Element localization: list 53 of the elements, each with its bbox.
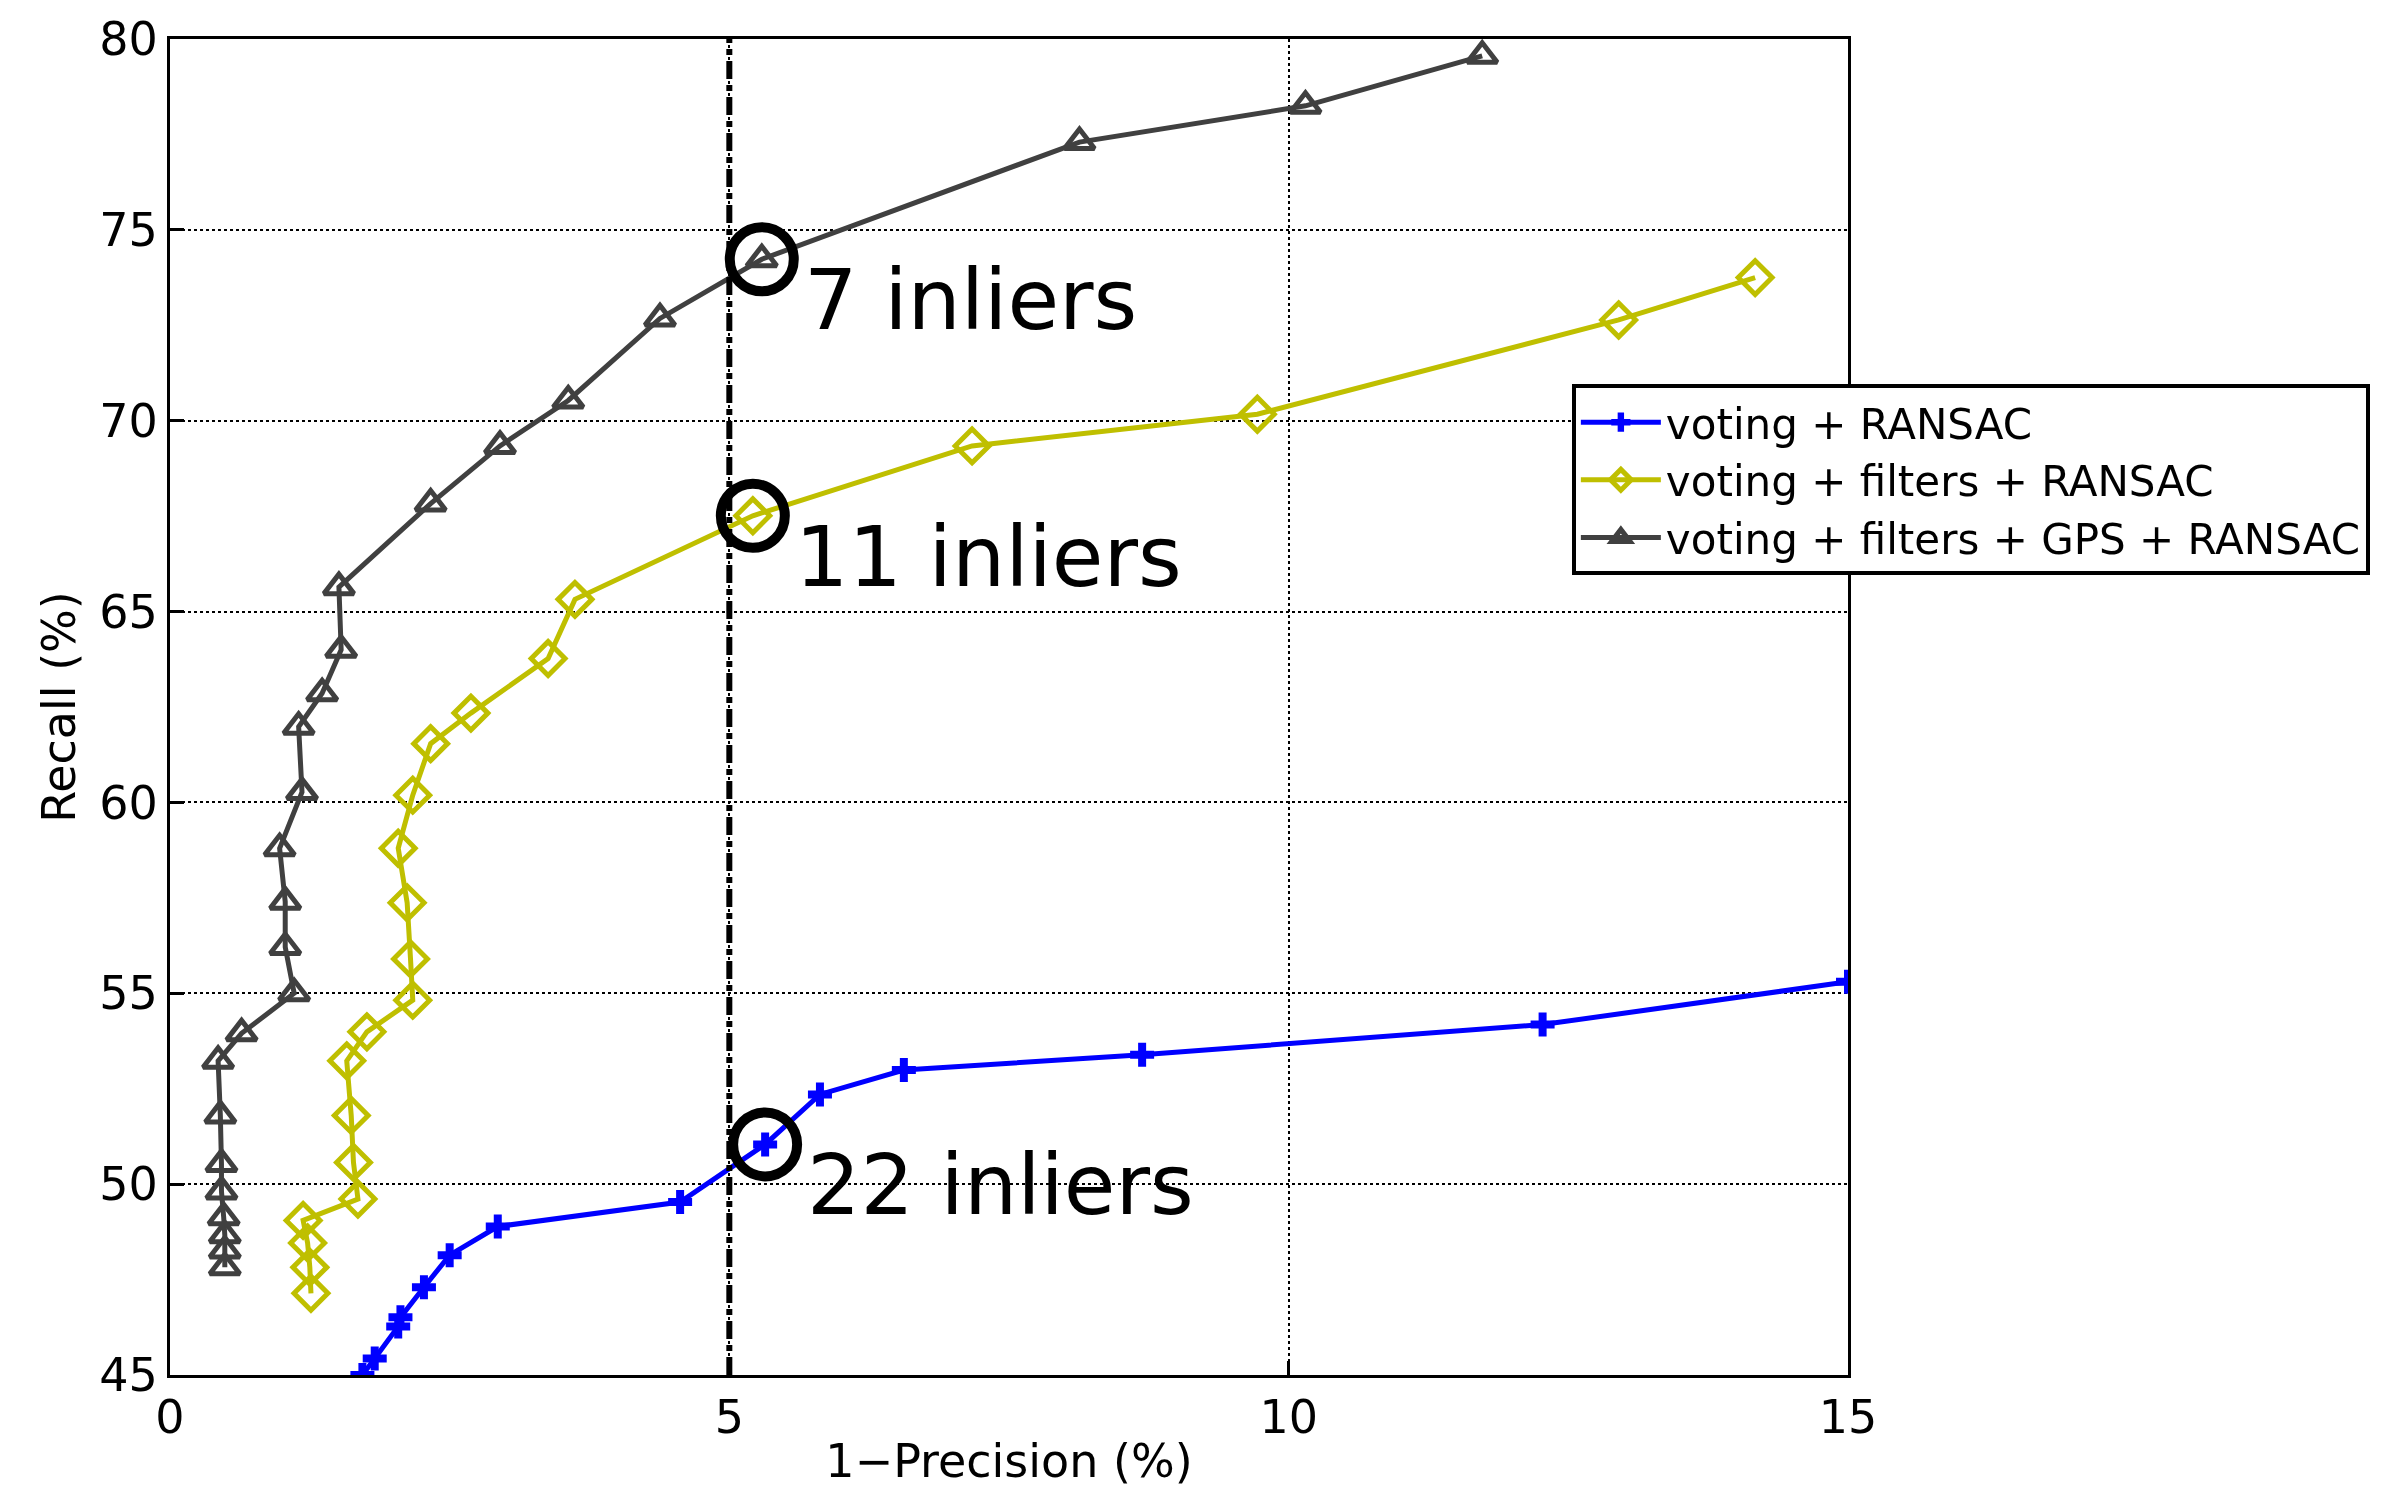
annotation: 22 inliers	[807, 1136, 1194, 1234]
annotation: 7 inliers	[804, 251, 1138, 349]
point	[642, 302, 678, 328]
point	[393, 775, 433, 815]
point	[304, 677, 340, 703]
point	[1530, 1012, 1555, 1037]
point	[437, 1243, 462, 1268]
y-tick-label: 65	[99, 584, 158, 639]
y-tick-label: 45	[99, 1348, 158, 1403]
legend-label: voting + RANSAC	[1665, 399, 2033, 449]
x-tick-label: 10	[1259, 1390, 1318, 1445]
point	[327, 1041, 367, 1081]
point	[555, 579, 595, 619]
point	[362, 1346, 387, 1371]
point	[334, 1142, 373, 1182]
point	[891, 1058, 916, 1083]
point	[411, 1275, 436, 1300]
point	[550, 384, 586, 410]
point	[321, 571, 357, 597]
y-tick-label: 55	[99, 966, 158, 1021]
x-tick-label: 0	[155, 1390, 185, 1445]
point	[807, 1082, 832, 1107]
point	[288, 1223, 327, 1263]
x-tick-label: 15	[1818, 1390, 1878, 1445]
y-tick-label: 75	[99, 202, 158, 257]
point	[1061, 126, 1097, 152]
y-tick-label: 70	[99, 393, 158, 448]
y-axis-title: Recall (%)	[31, 591, 86, 823]
point	[378, 828, 418, 868]
y-tick-label: 80	[99, 12, 158, 67]
point	[485, 1214, 510, 1239]
legend-label: voting + filters + RANSAC	[1665, 457, 2214, 507]
point	[668, 1190, 693, 1215]
point	[411, 724, 451, 764]
point	[1130, 1042, 1155, 1067]
y-tick-label: 60	[99, 775, 158, 830]
point	[528, 639, 568, 678]
x-tick-label: 5	[714, 1390, 744, 1445]
point	[387, 883, 427, 923]
point	[284, 776, 320, 802]
point	[391, 939, 430, 979]
legend-label: voting + filters + GPS + RANSAC	[1665, 514, 2361, 564]
point	[283, 1201, 323, 1240]
point	[338, 1179, 378, 1219]
x-axis-title: 1−Precision (%)	[825, 1433, 1193, 1488]
y-tick-label: 50	[99, 1157, 158, 1212]
point	[393, 980, 433, 1020]
point	[290, 1247, 330, 1287]
point	[331, 1096, 371, 1135]
point	[347, 1012, 387, 1052]
annotation: 11 inliers	[795, 508, 1182, 606]
point	[291, 1273, 331, 1313]
point	[451, 693, 491, 733]
